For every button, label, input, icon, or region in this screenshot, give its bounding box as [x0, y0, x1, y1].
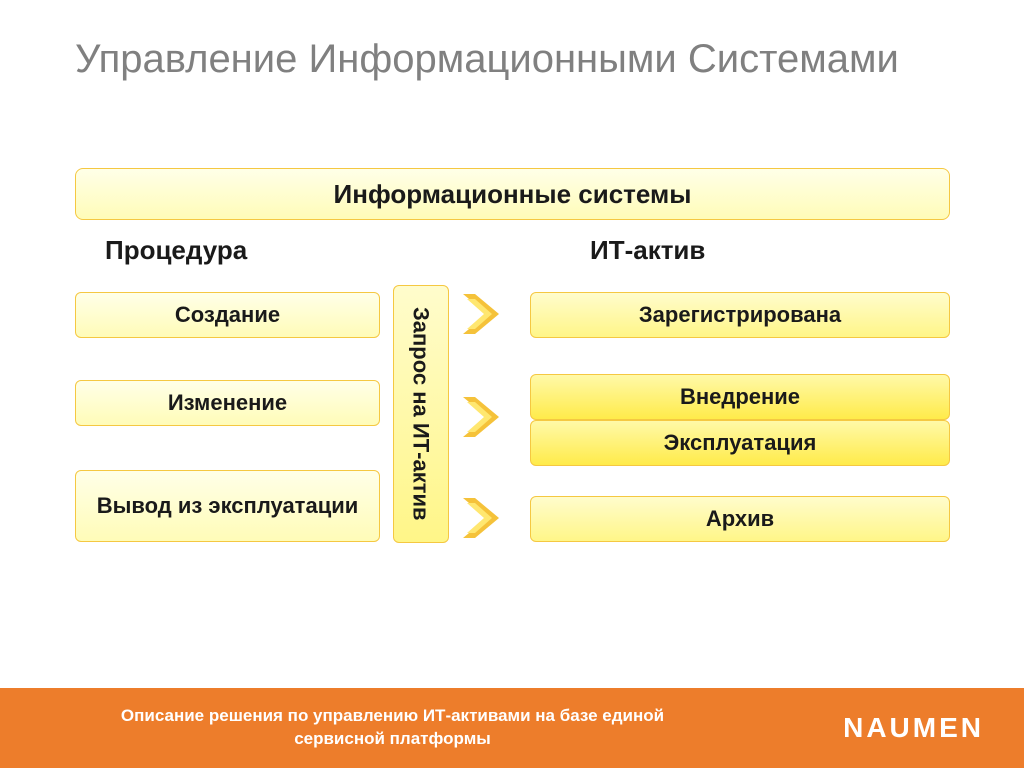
asset-box-registered: Зарегистрирована [530, 292, 950, 338]
slide-title: Управление Информационными Системами [75, 35, 899, 83]
request-box: Запрос на ИТ-актив [393, 285, 449, 543]
footer-text: Описание решения по управлению ИТ-актива… [115, 705, 670, 751]
chevron-icon [461, 496, 511, 540]
chevron-icon [461, 292, 511, 336]
asset-box-archive: Архив [530, 496, 950, 542]
header-box: Информационные системы [75, 168, 950, 220]
proc-box-decommission: Вывод из эксплуатации [75, 470, 380, 542]
column-label-right: ИТ-актив [590, 235, 705, 266]
company-logo: NAUMEN [843, 712, 984, 744]
chevron-icon [461, 395, 511, 439]
proc-box-create: Создание [75, 292, 380, 338]
asset-box-implementation: Внедрение [530, 374, 950, 420]
asset-box-operation: Эксплуатация [530, 420, 950, 466]
column-label-left: Процедура [105, 235, 247, 266]
proc-box-change: Изменение [75, 380, 380, 426]
request-label: Запрос на ИТ-актив [408, 307, 433, 521]
footer-bar: Описание решения по управлению ИТ-актива… [0, 688, 1024, 768]
